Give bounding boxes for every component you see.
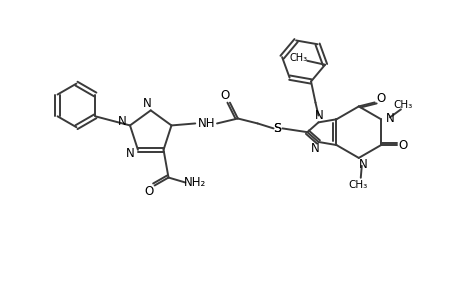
Text: N: N xyxy=(142,97,151,110)
Text: S: S xyxy=(273,122,281,135)
Text: O: O xyxy=(397,139,407,152)
Text: O: O xyxy=(144,185,153,198)
Text: N: N xyxy=(385,112,393,125)
Text: NH₂: NH₂ xyxy=(184,176,206,189)
Text: N: N xyxy=(358,158,367,171)
Text: O: O xyxy=(375,92,384,105)
Text: CH₃: CH₃ xyxy=(289,53,307,63)
Text: N: N xyxy=(118,115,126,128)
Text: N: N xyxy=(125,147,134,160)
Text: S: S xyxy=(273,122,281,135)
Text: CH₃: CH₃ xyxy=(347,180,367,190)
Text: CH₃: CH₃ xyxy=(392,100,412,110)
Text: NH: NH xyxy=(197,117,214,130)
Text: O: O xyxy=(220,89,229,102)
Text: N: N xyxy=(310,142,319,155)
Text: N: N xyxy=(314,109,323,122)
